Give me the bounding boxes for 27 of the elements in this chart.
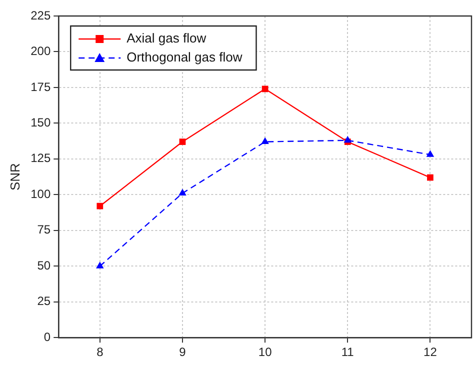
x-tick-label: 8 <box>96 345 104 360</box>
x-tick-label: 9 <box>179 345 186 360</box>
point <box>262 86 268 92</box>
y-tick-label: 100 <box>30 186 51 201</box>
y-tick-label: 0 <box>44 330 51 344</box>
point <box>344 136 352 143</box>
y-tick-label: 225 <box>30 8 51 22</box>
y-tick-label: 75 <box>37 222 51 237</box>
y-tick-label: 25 <box>37 294 51 308</box>
legend-label: Axial gas flow <box>126 30 207 46</box>
x-tick-label: 12 <box>424 345 438 360</box>
point <box>96 202 104 210</box>
point <box>179 138 186 145</box>
point <box>261 137 269 144</box>
y-axis-title: SNR <box>7 163 22 191</box>
y-tick-label: 125 <box>30 151 51 166</box>
legend-label: Orthogonal gas flow <box>126 50 243 65</box>
y-tick-label: 175 <box>30 80 51 94</box>
x-tick-label: 11 <box>341 345 354 360</box>
point <box>96 262 104 268</box>
point <box>426 150 434 157</box>
point <box>427 174 434 181</box>
y-tick-label: 150 <box>30 116 51 130</box>
x-tick-label: 10 <box>258 345 272 360</box>
point <box>178 188 186 196</box>
y-tick-label: 200 <box>30 44 51 58</box>
y-tick-label: 50 <box>37 258 51 272</box>
